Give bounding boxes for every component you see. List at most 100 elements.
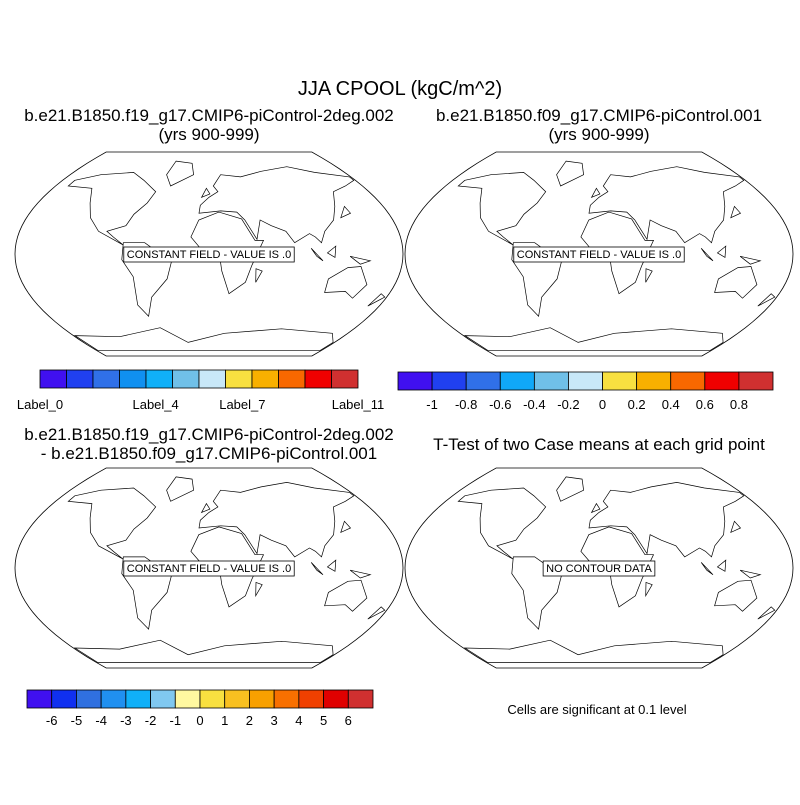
coastline [326, 245, 337, 258]
significance-note: Cells are significant at 0.1 level [507, 702, 686, 717]
coastline [67, 172, 157, 246]
coastline [198, 166, 355, 244]
colorbar-level: -0.8 [455, 397, 477, 412]
map-label-box [123, 246, 295, 263]
coastline [556, 160, 584, 187]
panel-title: - b.e21.B1850.f09_g17.CMIP6-piControl.00… [41, 444, 377, 463]
colorbar-level: 1 [221, 713, 228, 728]
colorbar-box [298, 689, 324, 709]
coastline [714, 266, 758, 299]
map-label: CONSTANT FIELD - VALUE IS .0 [517, 249, 681, 261]
coastline [645, 581, 653, 598]
colorbar-box [26, 689, 53, 709]
coastline [67, 487, 157, 560]
colorbar-box [636, 371, 672, 391]
map-label: CONSTANT FIELD - VALUE IS .0 [127, 563, 291, 575]
colorbar-level: 0.6 [696, 397, 714, 412]
colorbar-level: 0.2 [628, 397, 646, 412]
colorbar-box [602, 371, 638, 391]
colorbar-level: 3 [271, 713, 278, 728]
colorbar-label: Label_0 [17, 397, 63, 412]
colorbar-level: -3 [120, 713, 132, 728]
colorbar-box [145, 369, 173, 389]
map-panel: T-Test of two Case means at each grid po… [404, 435, 794, 717]
coastline [200, 187, 211, 198]
colorbar-box [273, 689, 300, 709]
coastline [324, 266, 368, 299]
coastline [716, 559, 727, 572]
colorbar-label: Label_11 [332, 397, 385, 412]
coastline [556, 476, 584, 502]
colorbar-box [150, 689, 176, 709]
panel-title: T-Test of two Case means at each grid po… [433, 435, 765, 454]
colorbar-box [199, 689, 226, 709]
colorbar-box [331, 369, 359, 389]
coastline [590, 502, 601, 514]
map-label: NO CONTOUR DATA [546, 563, 652, 575]
colorbar-box [397, 371, 433, 391]
coastline [310, 248, 324, 262]
coastline [716, 245, 727, 258]
colorbar-box [499, 371, 535, 391]
colorbar-box [704, 371, 740, 391]
colorbar-level: -0.6 [489, 397, 511, 412]
colorbar-label: Label_4 [132, 397, 178, 412]
panel-title: (yrs 900-999) [548, 125, 649, 144]
colorbar-level: 0 [196, 713, 203, 728]
coastline [367, 293, 386, 307]
coastline [166, 160, 194, 187]
colorbar-level: -6 [46, 713, 58, 728]
coastline [349, 255, 372, 265]
colorbar-box [125, 689, 151, 709]
map-label-box [513, 246, 685, 263]
colorbar-box [465, 371, 501, 391]
coastline [200, 502, 211, 514]
colorbar-level: -0.2 [557, 397, 579, 412]
coastline [730, 205, 742, 219]
coastline [463, 327, 724, 351]
coastline [588, 166, 745, 244]
colorbar-level: -1 [170, 713, 182, 728]
colorbar-level: 2 [246, 713, 253, 728]
colorbar-level: -1 [426, 397, 438, 412]
colorbar-box [51, 689, 77, 709]
map-label-box [542, 560, 656, 577]
coastline [739, 569, 762, 579]
colorbar-box [670, 371, 706, 391]
colorbar-box [347, 689, 374, 709]
map-label: CONSTANT FIELD - VALUE IS .0 [127, 249, 291, 261]
colorbar-box [172, 369, 200, 389]
coastline [645, 268, 653, 283]
colorbar-box [100, 689, 127, 709]
colorbar-level: -0.4 [523, 397, 545, 412]
panel-title: b.e21.B1850.f19_g17.CMIP6-piControl-2deg… [24, 425, 394, 444]
coastline [310, 562, 324, 575]
coastline [757, 293, 776, 307]
coastline [757, 606, 776, 620]
coastline [463, 639, 724, 663]
coastline [340, 205, 352, 219]
coastline [367, 606, 386, 620]
colorbar-box [431, 371, 467, 391]
coastline [324, 579, 368, 612]
colorbar-level: 0.8 [730, 397, 748, 412]
colorbar-level: 5 [320, 713, 327, 728]
coastline [326, 559, 337, 572]
coastline [739, 255, 762, 265]
coastline [457, 487, 547, 560]
colorbar-level: 4 [295, 713, 302, 728]
colorbar-label: Label_7 [219, 397, 265, 412]
colorbar-box [304, 369, 332, 389]
coastline [255, 581, 263, 598]
colorbar-level: 6 [345, 713, 352, 728]
colorbar-box [198, 369, 226, 389]
coastline [340, 520, 352, 534]
coastline [700, 562, 714, 575]
colorbar-box [224, 689, 250, 709]
coastline [73, 639, 334, 663]
coastline [73, 327, 334, 351]
coastline [590, 187, 601, 198]
colorbar-level: 0.4 [662, 397, 680, 412]
figure-title: JJA CPOOL (kgC/m^2) [298, 78, 502, 100]
